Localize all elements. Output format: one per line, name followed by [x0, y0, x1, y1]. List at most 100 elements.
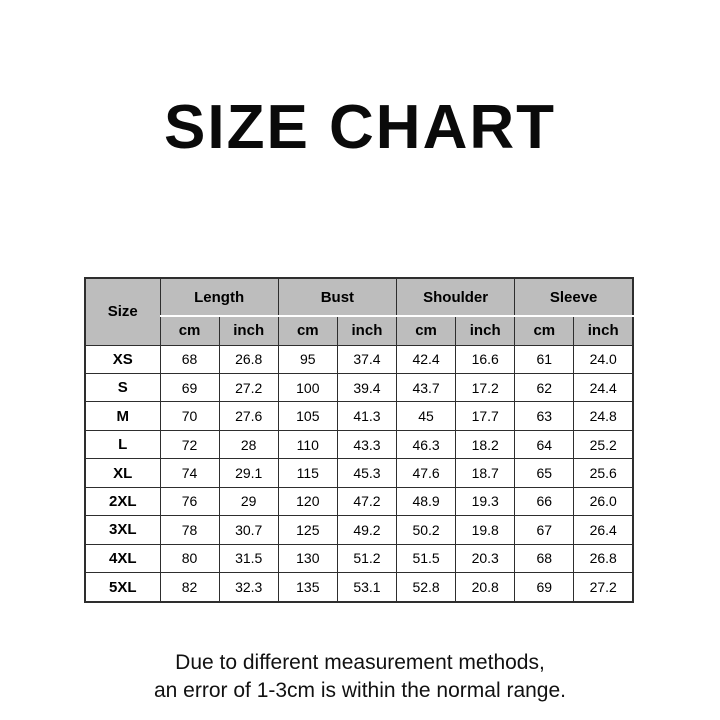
value-cell: 67: [514, 515, 575, 545]
size-cell: S: [84, 372, 161, 403]
size-cell: XS: [84, 344, 161, 374]
size-header-cell: Size: [84, 277, 161, 346]
value-cell: 95: [277, 344, 338, 374]
value-cell: 50.2: [395, 515, 457, 545]
size-cell: 2XL: [84, 486, 161, 517]
value-cell: 68: [514, 543, 575, 574]
value-cell: 70: [159, 401, 220, 431]
size-cell: XL: [84, 458, 161, 488]
value-cell: 24.8: [573, 401, 634, 431]
value-cell: 74: [159, 458, 220, 488]
value-cell: 27.2: [573, 572, 634, 603]
value-cell: 20.8: [455, 572, 516, 603]
table-row: 5XL 82 32.3 135 53.1 52.8 20.8 69 27.2: [84, 572, 634, 603]
value-cell: 62: [514, 372, 575, 403]
value-cell: 43.3: [336, 429, 398, 460]
value-cell: 19.8: [455, 515, 516, 545]
value-cell: 120: [277, 486, 338, 517]
note-line: an error of 1-3cm is within the normal r…: [153, 679, 566, 702]
table-row: 3XL 78 30.7 125 49.2 50.2 19.8 67 26.4: [84, 515, 634, 545]
unit-header-row: cm inch cm inch cm inch cm inch: [85, 315, 634, 346]
value-cell: 18.2: [455, 429, 516, 460]
group-header-row: Size Length Bust Shoulder Sleeve: [84, 277, 634, 346]
unit-label: cm: [395, 315, 457, 346]
unit-label: cm: [277, 315, 338, 346]
value-cell: 125: [277, 515, 338, 545]
page-title: SIZE CHART: [164, 93, 556, 162]
unit-label: cm: [159, 315, 220, 346]
value-cell: 51.5: [395, 543, 457, 574]
value-cell: 25.2: [573, 429, 634, 460]
value-cell: 51.2: [336, 543, 398, 574]
value-cell: 63: [514, 401, 575, 431]
size-chart-table: Size Length Bust Shoulder Sleeve cm inch cm in…: [84, 277, 634, 603]
value-cell: 52.8: [395, 572, 457, 603]
value-cell: 69: [159, 372, 220, 403]
value-cell: 37.4: [336, 344, 398, 374]
value-cell: 46.3: [395, 429, 457, 460]
table-row: 4XL 80 31.5 130 51.2 51.5 20.3 68 26.8: [84, 543, 634, 574]
value-cell: 18.7: [455, 458, 516, 488]
column-group-label: Shoulder: [395, 277, 516, 317]
value-cell: 130: [277, 543, 338, 574]
value-cell: 48.9: [395, 486, 457, 517]
value-cell: 26.4: [573, 515, 634, 545]
value-cell: 100: [277, 372, 338, 403]
value-cell: 64: [514, 429, 575, 460]
value-cell: 80: [159, 543, 220, 574]
value-cell: 29.1: [218, 458, 279, 488]
unit-label: inch: [455, 315, 516, 346]
value-cell: 68: [159, 344, 220, 374]
value-cell: 29: [218, 486, 279, 517]
table-row: L 72 28 110 43.3 46.3 18.2 64 25.2: [84, 429, 634, 460]
value-cell: 30.7: [218, 515, 279, 545]
value-cell: 26.0: [573, 486, 634, 517]
value-cell: 66: [514, 486, 575, 517]
value-cell: 41.3: [336, 401, 398, 431]
value-cell: 110: [277, 429, 338, 460]
value-cell: 25.6: [573, 458, 634, 488]
value-cell: 17.2: [455, 372, 516, 403]
value-cell: 27.6: [218, 401, 279, 431]
value-cell: 17.7: [455, 401, 516, 431]
value-cell: 53.1: [336, 572, 398, 603]
value-cell: 31.5: [218, 543, 279, 574]
unit-label: inch: [218, 315, 279, 346]
table-row: 2XL 76 29 120 47.2 48.9 19.3 66 26.0: [84, 486, 634, 517]
value-cell: 105: [277, 401, 338, 431]
measurement-note: Due to different measurement methods, an…: [0, 649, 720, 705]
value-cell: 72: [159, 429, 220, 460]
value-cell: 27.2: [218, 372, 279, 403]
value-cell: 45.3: [336, 458, 398, 488]
table-row: S 69 27.2 100 39.4 43.7 17.2 62 24.4: [84, 372, 634, 403]
value-cell: 16.6: [455, 344, 516, 374]
value-cell: 61: [514, 344, 575, 374]
table-header: Size Length Bust Shoulder Sleeve cm inch cm in…: [84, 277, 634, 346]
value-cell: 82: [159, 572, 220, 603]
column-group-label: Length: [159, 277, 279, 317]
value-cell: 76: [159, 486, 220, 517]
size-table-body: XS 68 26.8 95 37.4 42.4 16.6 61 24.0 S 69 27.2 100 39…: [84, 344, 634, 603]
value-cell: 45: [395, 401, 457, 431]
unit-label: cm: [514, 315, 575, 346]
value-cell: 26.8: [573, 543, 634, 574]
size-cell: L: [84, 429, 161, 460]
value-cell: 49.2: [336, 515, 398, 545]
value-cell: 42.4: [395, 344, 457, 374]
value-cell: 26.8: [218, 344, 279, 374]
note-line: Due to different measurement methods,: [175, 651, 545, 674]
table-row: XS 68 26.8 95 37.4 42.4 16.6 61 24.0: [84, 344, 634, 374]
size-cell: 4XL: [84, 543, 161, 574]
value-cell: 69: [514, 572, 575, 603]
value-cell: 24.4: [573, 372, 634, 403]
column-group-label: Bust: [277, 277, 398, 317]
value-cell: 115: [277, 458, 338, 488]
column-group-label: Sleeve: [514, 277, 634, 317]
value-cell: 65: [514, 458, 575, 488]
value-cell: 39.4: [336, 372, 398, 403]
value-cell: 135: [277, 572, 338, 603]
unit-label: inch: [573, 315, 634, 346]
value-cell: 43.7: [395, 372, 457, 403]
value-cell: 19.3: [455, 486, 516, 517]
table-row: M 70 27.6 105 41.3 45 17.7 63 24.8: [84, 401, 634, 431]
